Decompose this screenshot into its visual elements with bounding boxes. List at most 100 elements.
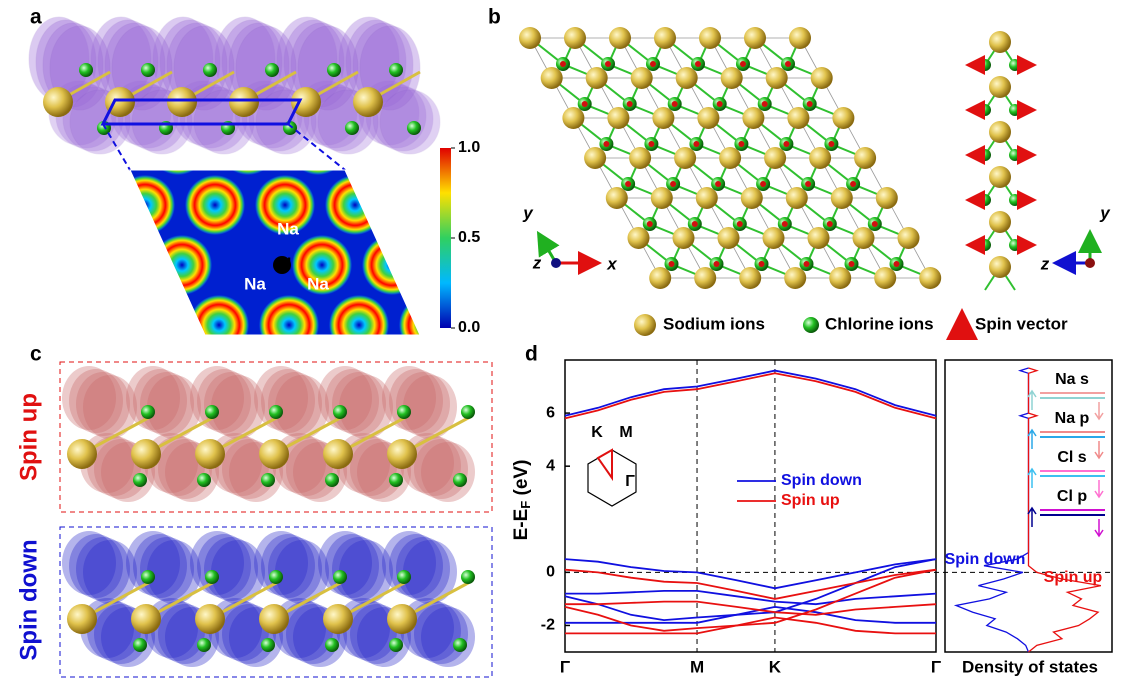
sodium-atom (631, 67, 653, 89)
atom-label: Na (244, 274, 266, 293)
sodium-atom (609, 27, 631, 49)
chlorine-atom (453, 473, 467, 487)
band-line (565, 618, 936, 634)
sodium-atom (808, 227, 830, 249)
spin-site (894, 261, 900, 267)
legend-label: Spin vector (975, 314, 1068, 333)
spin-site (669, 261, 675, 267)
chlorine-atom (389, 638, 403, 652)
sodium-atom (131, 604, 161, 634)
sodium-atom (353, 87, 383, 117)
band-line (565, 373, 936, 418)
spin-site (692, 221, 698, 227)
chlorine-atom (407, 121, 421, 135)
chlorine-atom (269, 405, 283, 419)
axis-origin (551, 258, 561, 268)
sodium-atom (721, 67, 743, 89)
chlorine-atom (265, 63, 279, 77)
x-tick-label: K (769, 657, 782, 676)
sodium-atom (649, 267, 671, 289)
orbital-label: Na s (1055, 371, 1089, 388)
colorbar-tick-label: 0.0 (458, 319, 480, 336)
spin-site (715, 181, 721, 187)
chlorine-atom (979, 149, 991, 161)
spin-site (759, 261, 765, 267)
sodium-atom (989, 76, 1011, 98)
spin-site (760, 181, 766, 187)
dos-label: Spin down (945, 551, 1026, 568)
chlorine-atom (141, 570, 155, 584)
sodium-atom (67, 604, 97, 634)
panel-label: d (525, 343, 538, 366)
axis-letter: y (1099, 203, 1111, 222)
charge-ring (82, 235, 142, 295)
charge-cloud (421, 442, 475, 502)
sodium-atom (853, 227, 875, 249)
spin-arrow-up (1028, 508, 1036, 527)
row-label: Spin up (15, 393, 42, 481)
sodium-atom (519, 27, 541, 49)
spin-arrow-down (1095, 519, 1103, 536)
sodium-atom (606, 187, 628, 209)
charge-ring (259, 295, 319, 355)
spin-site (738, 141, 744, 147)
sodium-atom (131, 439, 161, 469)
chlorine-atom (333, 570, 347, 584)
sodium-atom (719, 147, 741, 169)
sodium-atom (651, 187, 673, 209)
sodium-atom (654, 27, 676, 49)
chlorine-atom (333, 405, 347, 419)
x-tick-label: Γ (560, 657, 570, 676)
sodium-atom (694, 267, 716, 289)
spin-site (647, 221, 653, 227)
colorbar-tick-label: 0.5 (458, 229, 480, 246)
sodium-atom (989, 256, 1011, 278)
spin-site (648, 141, 654, 147)
x-tick-label: M (690, 657, 704, 676)
sodium-atom (634, 314, 656, 336)
atom-label: Na (307, 274, 329, 293)
spin-site (582, 101, 588, 107)
chlorine-atom (1009, 59, 1021, 71)
chlorine-atom (205, 405, 219, 419)
spin-arrow-up (1028, 430, 1036, 449)
sodium-atom (673, 227, 695, 249)
row-label: Spin down (15, 539, 42, 660)
spin-site (627, 101, 633, 107)
spin-site (827, 221, 833, 227)
chlorine-atom (325, 638, 339, 652)
spin-site (695, 61, 701, 67)
chlorine-atom (261, 473, 275, 487)
sodium-atom (809, 147, 831, 169)
axis-letter: y (522, 203, 534, 222)
chlorine-atom (1009, 149, 1021, 161)
sodium-atom (652, 107, 674, 129)
sodium-atom (989, 166, 1011, 188)
spin-site (785, 61, 791, 67)
sodium-atom (989, 31, 1011, 53)
chlorine-atom (979, 194, 991, 206)
spin-site (782, 221, 788, 227)
sodium-atom (919, 267, 941, 289)
sodium-atom (259, 604, 289, 634)
y-tick-label: 0 (546, 564, 555, 581)
sodium-atom (323, 439, 353, 469)
chlorine-atom (453, 638, 467, 652)
charge-ring (119, 295, 179, 355)
sodium-atom (831, 187, 853, 209)
sodium-atom (989, 211, 1011, 233)
sodium-atom (43, 87, 73, 117)
sodium-atom (786, 187, 808, 209)
chlorine-atom (269, 570, 283, 584)
sodium-atom (766, 67, 788, 89)
dos-axis-label: Density of states (962, 657, 1098, 676)
label-part: E-E (511, 509, 532, 541)
spin-arrow-up (1028, 391, 1036, 410)
chlorine-atom (141, 405, 155, 419)
atom-label: Cl (275, 254, 292, 273)
sodium-atom (787, 107, 809, 129)
charge-ring (189, 295, 249, 355)
dos-label: Spin up (1044, 569, 1103, 586)
charge-ring (329, 295, 389, 355)
chlorine-atom (261, 638, 275, 652)
